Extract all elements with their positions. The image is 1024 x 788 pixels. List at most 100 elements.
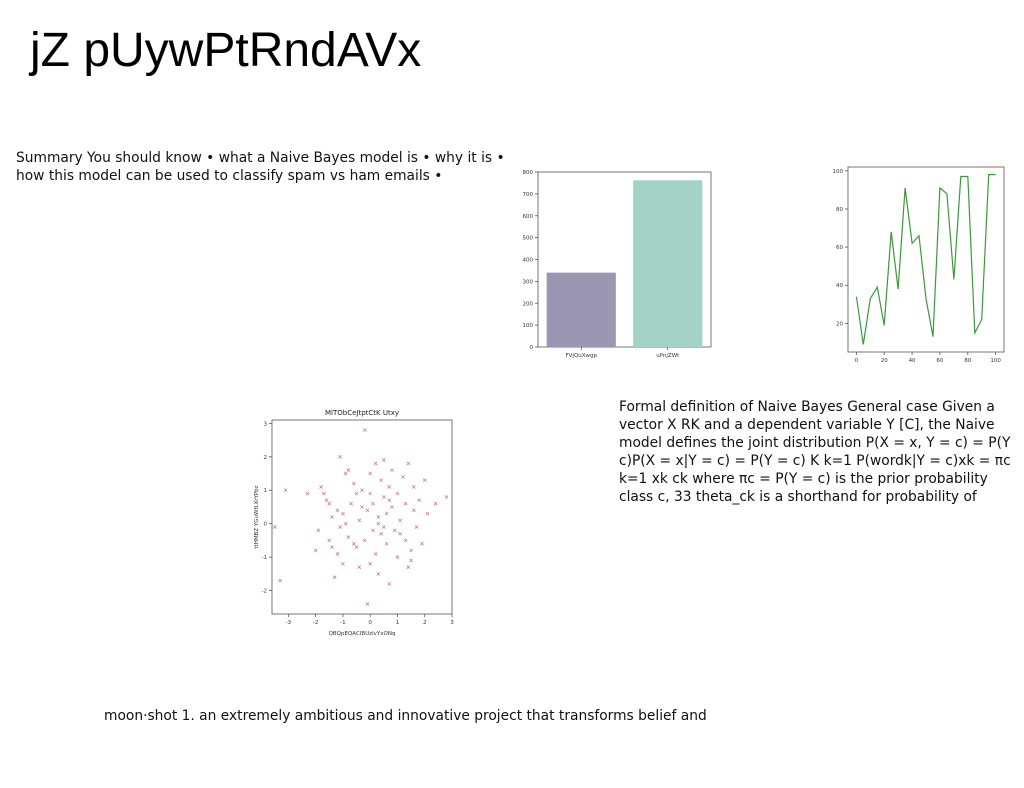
scatter-point xyxy=(321,491,326,496)
plot-frame xyxy=(847,166,1005,353)
scatter-point xyxy=(346,535,351,539)
y-tick-label: 100 xyxy=(523,323,534,329)
scatter-point xyxy=(420,541,424,546)
bar-2 xyxy=(633,180,703,347)
scatter-point xyxy=(384,511,389,516)
scatter-point xyxy=(360,505,364,509)
y-tick-label: 800 xyxy=(523,170,534,176)
scatter-point xyxy=(357,565,362,570)
scatter-point xyxy=(403,501,408,506)
scatter-point xyxy=(371,528,375,533)
x-axis-label: QBQpEQACIBUzlvYxONq xyxy=(329,631,396,637)
y-tick-label: 100 xyxy=(833,169,844,175)
scatter-point xyxy=(406,565,411,570)
scatter-point xyxy=(409,548,413,553)
scatter-point xyxy=(316,528,321,533)
scatter-point xyxy=(330,545,334,549)
y-tick-label: 0 xyxy=(530,345,534,351)
scatter-point xyxy=(395,491,400,496)
scatter-point xyxy=(351,541,356,546)
series-line xyxy=(855,174,996,345)
y-tick-label: 60 xyxy=(836,245,843,251)
bar-chart: 0 100 200 300 400 500 600 700 800 FVjQuXwgp uPnjZW… xyxy=(523,170,712,359)
y-axis-label: ttHMBZ YGuWfLXrYPbz xyxy=(254,485,260,548)
moonshot-definition-text: moon·shot 1. an extremely ambitious and … xyxy=(104,708,707,724)
scatter-point xyxy=(319,485,323,489)
scatter-point xyxy=(425,511,430,516)
scatter-point xyxy=(387,582,392,586)
scatter-point xyxy=(362,538,367,543)
scatter-point xyxy=(368,471,373,476)
scatter-point xyxy=(381,495,386,499)
scatter-point xyxy=(376,521,381,526)
scatter-point xyxy=(351,481,356,486)
scatter-point xyxy=(346,468,351,473)
scatter-point xyxy=(411,485,416,489)
scatter-point xyxy=(379,531,383,536)
y-tick-label: 2 xyxy=(264,455,268,461)
x-tick-label: -2 xyxy=(313,620,318,626)
scatter-chart: MlTObCeJtptCtK Utxy -2 -1 0 1 2 3 -3 -2 -1 0 1 2 3 QBQ… xyxy=(254,409,454,637)
scatter-point xyxy=(381,525,386,529)
formal-definition-text: Formal definition of Naive Bayes General… xyxy=(619,399,1011,505)
y-tick-label: 700 xyxy=(523,192,534,198)
scatter-point xyxy=(362,428,367,432)
scatter-point xyxy=(368,491,373,496)
scatter-point xyxy=(406,461,411,466)
scatter-point xyxy=(373,461,378,466)
y-tick-label: 0 xyxy=(264,522,268,528)
scatter-point xyxy=(365,602,370,606)
bar-1 xyxy=(546,272,616,347)
summary-text: Summary You should know • what a Naive B… xyxy=(16,150,505,184)
scatter-point xyxy=(444,495,449,499)
x-tick-label: -1 xyxy=(340,620,345,626)
y-tick-label: 400 xyxy=(523,258,534,264)
scatter-point xyxy=(338,454,343,459)
chart-title: MlTObCeJtptCtK Utxy xyxy=(325,409,399,417)
scatter-point xyxy=(390,505,394,509)
x-tick-label: 100 xyxy=(990,358,1001,364)
x-tick-label: 0 xyxy=(368,620,372,626)
y-tick-label: -1 xyxy=(262,555,267,561)
scatter-point xyxy=(335,508,340,513)
scatter-point xyxy=(324,498,329,503)
y-tick-label: 20 xyxy=(836,321,843,327)
x-tick-label: uPnjZWt xyxy=(656,353,680,359)
x-tick-label: FVjQuXwgp xyxy=(565,353,597,359)
x-tick-label: 3 xyxy=(450,620,454,626)
scatter-point xyxy=(392,528,397,533)
y-tick-label: 200 xyxy=(523,301,534,307)
scatter-point xyxy=(327,538,332,543)
x-tick-label: 40 xyxy=(909,358,916,364)
scatter-point xyxy=(343,521,348,526)
plot-frame xyxy=(271,419,453,615)
y-tick-label: 500 xyxy=(523,236,534,242)
slide-title: jZ pUywPtRndAVx xyxy=(30,24,422,77)
scatter-point xyxy=(373,551,378,556)
y-tick-label: -2 xyxy=(262,589,267,595)
scatter-point xyxy=(411,508,416,513)
scatter-point xyxy=(354,491,359,496)
scatter-point xyxy=(357,518,362,523)
y-tick-label: 3 xyxy=(264,421,268,427)
scatter-point xyxy=(305,491,310,496)
scatter-point xyxy=(376,515,381,519)
scatter-point xyxy=(360,488,364,493)
scatter-point xyxy=(341,511,345,516)
scatter-point xyxy=(368,561,373,566)
y-tick-label: 80 xyxy=(836,207,843,213)
scatter-point xyxy=(278,578,283,583)
scatter-point xyxy=(343,471,348,476)
scatter-point xyxy=(398,531,403,536)
scatter-point xyxy=(401,475,405,479)
scatter-point xyxy=(332,575,337,580)
scatter-point xyxy=(384,541,389,546)
scatter-point xyxy=(395,555,400,559)
x-tick-label: 0 xyxy=(855,358,859,364)
y-tick-label: 1 xyxy=(264,488,268,494)
x-tick-label: 2 xyxy=(423,620,427,626)
scatter-point xyxy=(381,458,386,462)
scatter-point xyxy=(371,501,375,506)
scatter-point xyxy=(376,572,381,576)
y-tick-label: 600 xyxy=(523,214,534,220)
